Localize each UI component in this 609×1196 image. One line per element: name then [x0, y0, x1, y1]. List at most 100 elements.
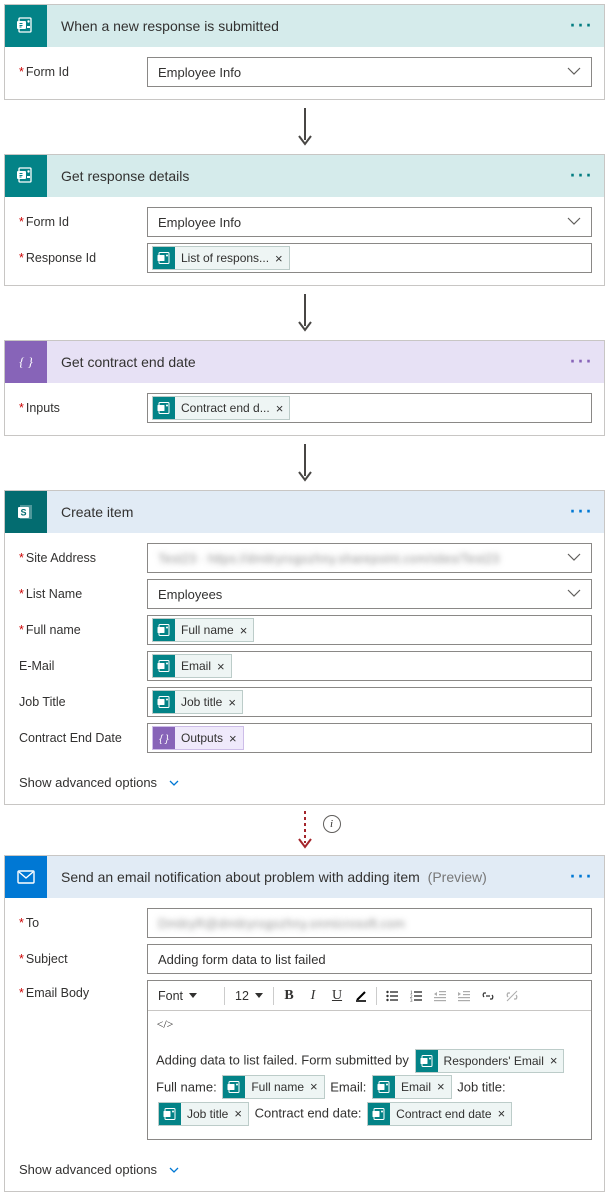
- expression-icon: { }: [5, 341, 47, 383]
- send-email-menu-button[interactable]: ···: [570, 867, 594, 888]
- bullet-list-button[interactable]: [381, 985, 403, 1007]
- send-email-title: Send an email notification about problem…: [47, 869, 487, 885]
- email-token[interactable]: Email ×: [152, 654, 232, 678]
- job-title-input[interactable]: Job title ×: [147, 687, 592, 717]
- form-id-value: Employee Info: [158, 65, 241, 80]
- list-name-label: List Name: [17, 587, 147, 601]
- svg-text:3: 3: [410, 999, 413, 1003]
- get-response-header[interactable]: Get response details ···: [5, 155, 604, 197]
- forms-icon: [5, 155, 47, 197]
- token-remove-icon[interactable]: ×: [217, 659, 231, 674]
- send-email-card: Send an email notification about problem…: [4, 855, 605, 1192]
- get-contract-card: { } Get contract end date ··· Inputs Con…: [4, 340, 605, 436]
- token-remove-icon[interactable]: ×: [498, 1101, 512, 1127]
- get-response-card: Get response details ··· Form Id Employe…: [4, 154, 605, 286]
- form-id-label: Form Id: [17, 65, 147, 79]
- show-advanced-button[interactable]: Show advanced options: [5, 765, 604, 804]
- token-remove-icon[interactable]: ×: [228, 695, 242, 710]
- indent-button[interactable]: [453, 985, 475, 1007]
- flow-arrow: [4, 286, 605, 340]
- response-id-token[interactable]: List of respons... ×: [152, 246, 290, 270]
- token-remove-icon[interactable]: ×: [229, 731, 243, 746]
- underline-button[interactable]: U: [326, 985, 348, 1007]
- form-id-value: Employee Info: [158, 215, 241, 230]
- full-name-input[interactable]: Full name ×: [147, 615, 592, 645]
- send-email-header[interactable]: Send an email notification about problem…: [5, 856, 604, 898]
- flow-arrow: [4, 100, 605, 154]
- site-address-select[interactable]: Test23 · https://dmitryrogozhny.sharepoi…: [147, 543, 592, 573]
- to-value: DmitryR@dmitryrogozhny.onmicrosoft.com: [152, 916, 405, 931]
- full-name-token[interactable]: Full name ×: [222, 1075, 324, 1099]
- token-remove-icon[interactable]: ×: [240, 623, 254, 638]
- email-label: E-Mail: [17, 659, 147, 673]
- full-name-label: Full name: [17, 623, 147, 637]
- to-label: To: [17, 916, 147, 930]
- get-contract-menu-button[interactable]: ···: [570, 352, 594, 373]
- token-remove-icon[interactable]: ×: [234, 1101, 248, 1127]
- outdent-button[interactable]: [429, 985, 451, 1007]
- contract-end-input[interactable]: { } Outputs ×: [147, 723, 592, 753]
- trigger-menu-button[interactable]: ···: [570, 16, 594, 37]
- create-item-menu-button[interactable]: ···: [570, 502, 594, 523]
- italic-button[interactable]: I: [302, 985, 324, 1007]
- full-name-token[interactable]: Full name ×: [152, 618, 254, 642]
- mail-icon: [5, 856, 47, 898]
- link-button[interactable]: [477, 985, 499, 1007]
- get-response-menu-button[interactable]: ···: [570, 166, 594, 187]
- form-id-label: Form Id: [17, 215, 147, 229]
- info-icon[interactable]: i: [323, 815, 341, 833]
- create-item-card: Create item ··· Site Address Test23 · ht…: [4, 490, 605, 805]
- token-remove-icon[interactable]: ×: [276, 401, 290, 416]
- token-remove-icon[interactable]: ×: [550, 1048, 564, 1074]
- subject-input[interactable]: Adding form data to list failed: [147, 944, 592, 974]
- response-id-input[interactable]: List of respons... ×: [147, 243, 592, 273]
- to-input[interactable]: DmitryR@dmitryrogozhny.onmicrosoft.com: [147, 908, 592, 938]
- subject-value: Adding form data to list failed: [152, 952, 326, 967]
- list-name-select[interactable]: Employees: [147, 579, 592, 609]
- form-id-select[interactable]: Employee Info: [147, 207, 592, 237]
- inputs-label: Inputs: [17, 401, 147, 415]
- email-body-editor: Font 12 B I U: [147, 980, 592, 1140]
- token-remove-icon[interactable]: ×: [437, 1074, 451, 1100]
- contract-end-label: Contract End Date: [17, 731, 147, 745]
- svg-text:{ }: { }: [19, 354, 33, 369]
- error-flow-arrow: i: [4, 805, 605, 855]
- get-contract-header[interactable]: { } Get contract end date ···: [5, 341, 604, 383]
- inputs-input[interactable]: Contract end d... ×: [147, 393, 592, 423]
- email-token[interactable]: Email ×: [372, 1075, 452, 1099]
- email-body-content[interactable]: Adding data to list failed. Form submitt…: [148, 1037, 591, 1139]
- forms-icon: [5, 5, 47, 47]
- get-response-title: Get response details: [47, 168, 189, 184]
- job-title-label: Job Title: [17, 695, 147, 709]
- number-list-button[interactable]: 123: [405, 985, 427, 1007]
- trigger-title: When a new response is submitted: [47, 18, 279, 34]
- body-label: Email Body: [17, 980, 147, 1000]
- token-remove-icon[interactable]: ×: [275, 251, 289, 266]
- unlink-button[interactable]: [501, 985, 523, 1007]
- responders-email-token[interactable]: Responders' Email ×: [415, 1049, 565, 1073]
- trigger-header[interactable]: When a new response is submitted ···: [5, 5, 604, 47]
- bold-button[interactable]: B: [278, 985, 300, 1007]
- job-title-token[interactable]: Job title ×: [152, 690, 243, 714]
- color-button[interactable]: [350, 985, 372, 1007]
- sharepoint-icon: [5, 491, 47, 533]
- code-view-button[interactable]: </>: [154, 1013, 176, 1035]
- create-item-header[interactable]: Create item ···: [5, 491, 604, 533]
- flow-arrow: [4, 436, 605, 490]
- font-size-select[interactable]: 12: [229, 985, 269, 1007]
- trigger-card: When a new response is submitted ··· For…: [4, 4, 605, 100]
- contract-end-token[interactable]: Contract end date ×: [367, 1102, 512, 1126]
- job-title-token[interactable]: Job title ×: [158, 1102, 249, 1126]
- email-input[interactable]: Email ×: [147, 651, 592, 681]
- form-id-select[interactable]: Employee Info: [147, 57, 592, 87]
- outputs-token[interactable]: { } Outputs ×: [152, 726, 244, 750]
- site-address-value: Test23 · https://dmitryrogozhny.sharepoi…: [158, 551, 500, 566]
- site-address-label: Site Address: [17, 551, 147, 565]
- get-contract-title: Get contract end date: [47, 354, 196, 370]
- show-advanced-button[interactable]: Show advanced options: [5, 1152, 604, 1191]
- token-remove-icon[interactable]: ×: [310, 1074, 324, 1100]
- contract-end-token[interactable]: Contract end d... ×: [152, 396, 290, 420]
- rte-toolbar: Font 12 B I U: [148, 981, 591, 1011]
- font-select[interactable]: Font: [152, 985, 220, 1007]
- response-id-label: Response Id: [17, 251, 147, 265]
